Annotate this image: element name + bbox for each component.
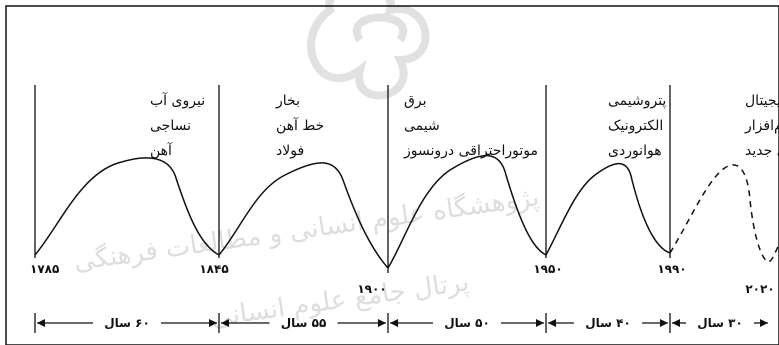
span-arrowhead (209, 319, 217, 327)
span-axis: ۶۰ سال ۵۵ سال ۵۰ سال ۴۰ سال ۳۰ سال (34, 313, 768, 333)
span-arrowhead (37, 319, 45, 327)
era-label-line: خط آهن (276, 117, 324, 134)
span-arrowhead (760, 319, 768, 327)
span-label: ۶۰ سال (104, 316, 150, 330)
era-label-line: آهن (150, 142, 173, 159)
wave-curve (34, 154, 671, 270)
era-label-line: نرم‌افزار (744, 118, 779, 134)
span-arrowhead (548, 319, 556, 327)
era-label-line: هوانوردی (608, 143, 662, 159)
span-arrowhead (672, 319, 680, 327)
year-label: ۱۸۴۵ (199, 262, 228, 276)
era-label-line: شیمی (404, 118, 440, 134)
era-label-line: نیروی آب (150, 92, 205, 109)
year-labels: ۱۷۸۵ ۱۸۴۵ ۱۹۰۰ ۱۹۵۰ ۱۹۹۰ ۲۰۲۰ (30, 262, 775, 296)
span-arrowhead (221, 319, 229, 327)
era-label-line: موتوراحتراقی درونسوز (403, 143, 538, 159)
era-dividers (34, 85, 671, 273)
wave-curve-forecast (669, 164, 779, 263)
span-label: ۵۰ سال (444, 316, 490, 330)
era-labels: نیروی آب نساجی آهن بخار خط آهن فولاد برق شیمی مو… (150, 92, 779, 159)
era-label-line: نساجی (150, 118, 191, 134)
span-label: ۴۰ سال (585, 316, 631, 330)
year-label: ۱۹۹۰ (657, 262, 686, 276)
era-label-line: الکترونیک (608, 118, 663, 134)
watermark: پژوهشگاه علوم انسانی و مطالعات فرهنگی پر… (72, 0, 541, 333)
era-label-line: رسانه‌های جدید (745, 143, 779, 159)
figure-border (5, 5, 779, 345)
span-arrowhead (390, 319, 398, 327)
span-arrowhead (378, 319, 386, 327)
span-label: ۵۵ سال (281, 316, 327, 330)
year-label: ۲۰۲۰ (745, 282, 774, 296)
watermark-logo (307, 0, 430, 100)
year-label: ۱۹۰۰ (357, 282, 386, 296)
era-label-line: بخار (275, 93, 300, 109)
year-label: ۱۹۵۰ (533, 262, 562, 276)
era-label-line: فولاد (276, 143, 304, 159)
year-label: ۱۷۸۵ (30, 262, 59, 276)
era-label-line: پتروشیمی (608, 93, 666, 109)
span-arrowhead (660, 319, 668, 327)
span-label: ۳۰ سال (697, 316, 743, 330)
watermark-text-1: پژوهشگاه علوم انسانی و مطالعات فرهنگی (72, 181, 541, 277)
era-label-line: برق (404, 93, 426, 109)
span-arrowhead (536, 319, 544, 327)
